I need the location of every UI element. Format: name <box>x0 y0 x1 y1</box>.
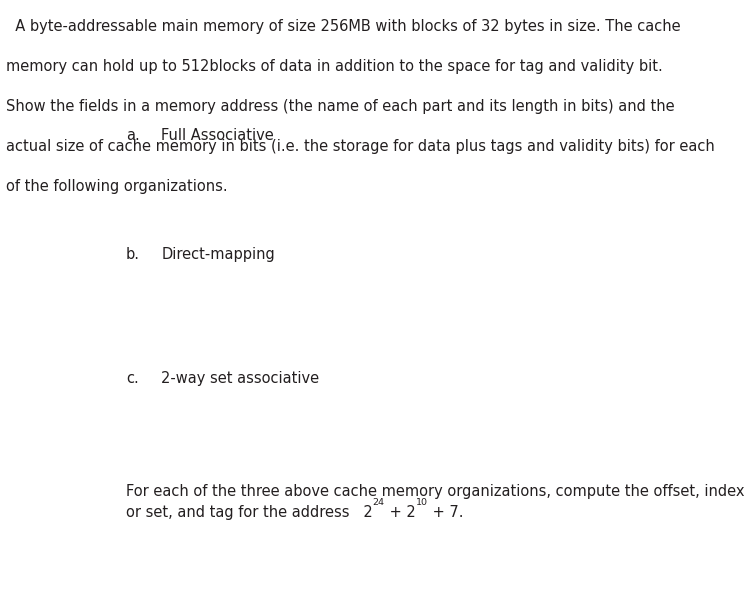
Text: b.: b. <box>126 247 140 262</box>
Text: + 2: + 2 <box>385 505 416 520</box>
Text: Full Associative: Full Associative <box>161 128 274 143</box>
Text: actual size of cache memory in bits (i.e. the storage for data plus tags and val: actual size of cache memory in bits (i.e… <box>6 139 715 154</box>
Text: c.: c. <box>126 371 139 386</box>
Text: 2-way set associative: 2-way set associative <box>161 371 320 386</box>
Text: 10: 10 <box>416 498 428 507</box>
Text: or set, and tag for the address   2: or set, and tag for the address 2 <box>126 505 373 520</box>
Text: + 7.: + 7. <box>427 505 463 520</box>
Text: a.: a. <box>126 128 140 143</box>
Text: of the following organizations.: of the following organizations. <box>6 179 228 194</box>
Text: For each of the three above cache memory organizations, compute the offset, inde: For each of the three above cache memory… <box>126 484 745 499</box>
Text: Direct-mapping: Direct-mapping <box>161 247 275 262</box>
Text: A byte-addressable main memory of size 256MB with blocks of 32 bytes in size. Th: A byte-addressable main memory of size 2… <box>6 19 681 34</box>
Text: 24: 24 <box>373 498 385 507</box>
Text: Show the fields in a memory address (the name of each part and its length in bit: Show the fields in a memory address (the… <box>6 99 675 114</box>
Text: memory can hold up to 512blocks of data in addition to the space for tag and val: memory can hold up to 512blocks of data … <box>6 59 663 74</box>
